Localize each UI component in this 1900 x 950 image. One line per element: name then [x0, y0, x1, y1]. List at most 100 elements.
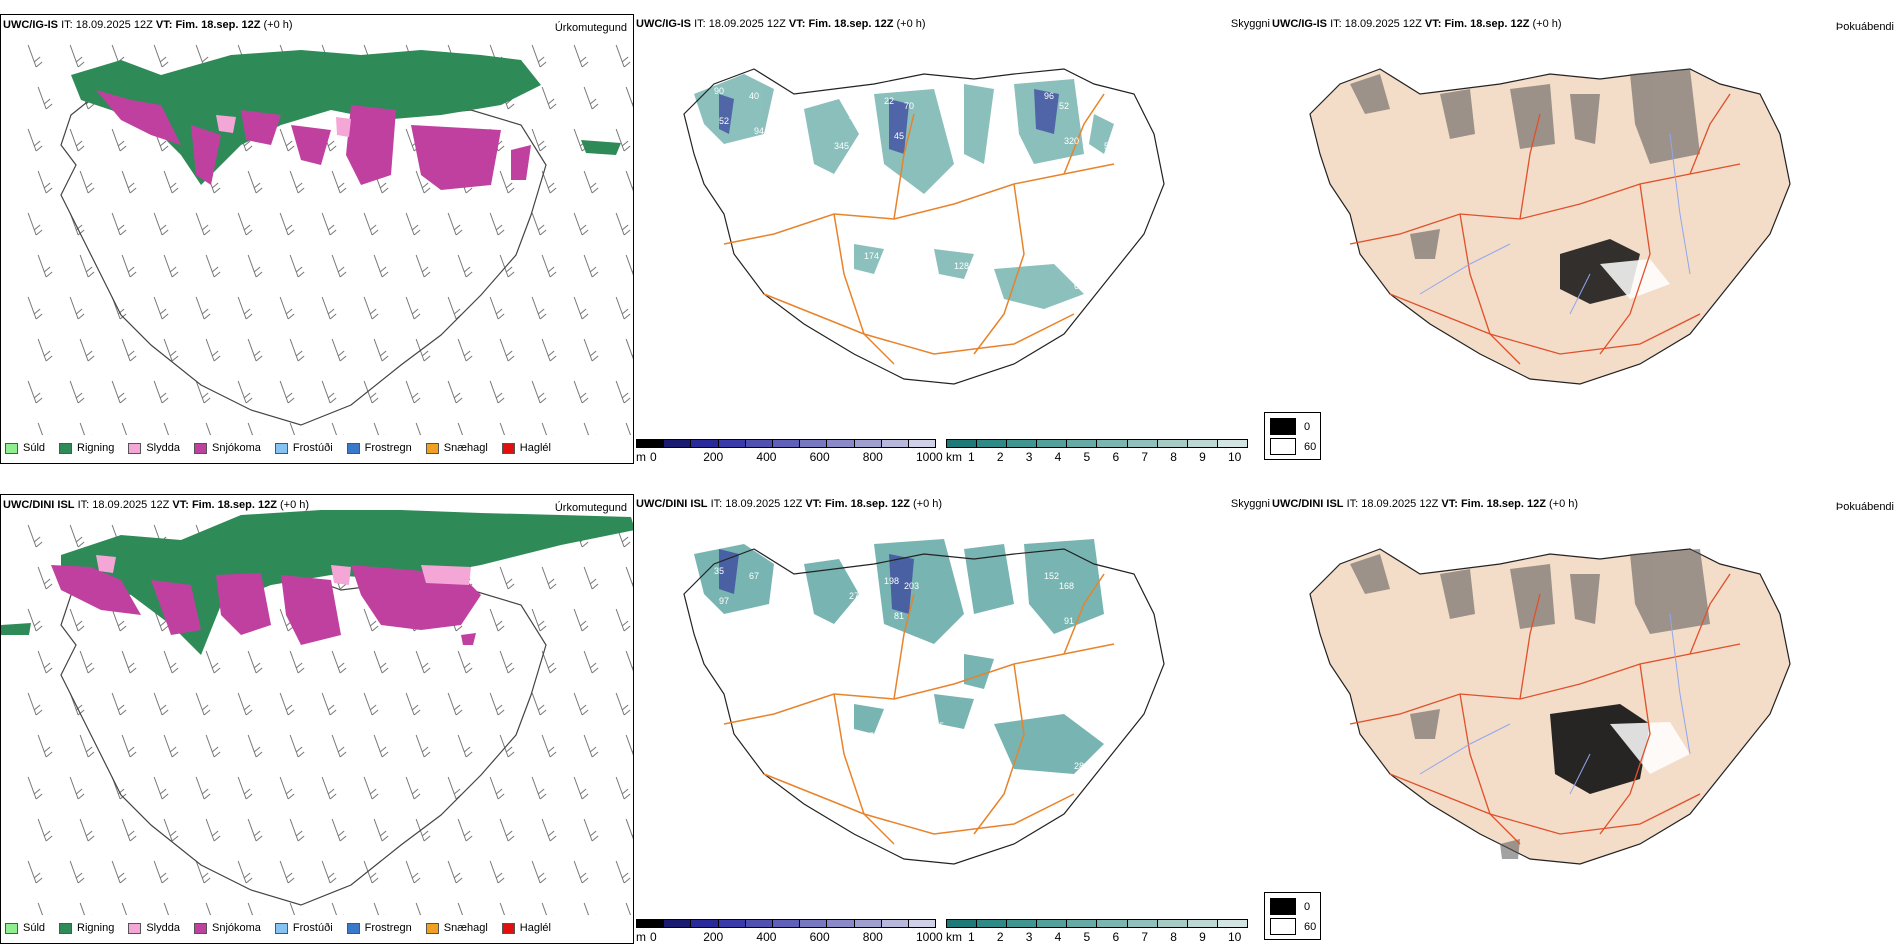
precip-type-panel-top: UWC/IG-IS IT: 18.09.2025 12Z VT: Fim. 18… [0, 14, 634, 464]
legend-item: Rigning [59, 442, 114, 454]
colorbar-segment [1187, 920, 1218, 927]
panel-header: UWC/DINI ISL IT: 18.09.2025 12Z VT: Fim.… [636, 498, 943, 510]
wind-barb [531, 296, 547, 320]
panel-header: UWC/DINI ISL IT: 18.09.2025 12Z VT: Fim.… [3, 499, 310, 511]
fog-core [1560, 239, 1640, 304]
wind-barb [373, 650, 389, 674]
colorbar-segment [947, 920, 978, 927]
rain-area [71, 50, 621, 185]
visibility-label: 174 [864, 251, 879, 261]
fog-panel-top: UWC/IG-IS IT: 18.09.2025 12Z VT: Fim. 18… [1270, 14, 1900, 464]
colorbar-segment [1127, 920, 1158, 927]
wind-barb [415, 650, 431, 674]
legend-swatch [5, 922, 18, 934]
wind-barb [289, 422, 303, 435]
wind-barb [289, 818, 305, 842]
fog-panel-bottom: UWC/DINI ISL IT: 18.09.2025 12Z VT: Fim.… [1270, 494, 1900, 944]
colorbar-segment [800, 920, 828, 927]
wind-barb [447, 212, 463, 236]
colorbar-segment [908, 440, 936, 447]
legend-label: Haglél [519, 442, 551, 454]
colorbar-tick: 800 [862, 930, 883, 944]
visibility-colorbar: km 1 2 3 4 5 6 7 8 9 10 [946, 919, 1248, 944]
wind-barb [37, 86, 53, 110]
colorbar-segment [691, 440, 719, 447]
wind-barb [195, 860, 211, 884]
wind-barb [615, 380, 631, 404]
visibility-label: 52 [1059, 101, 1069, 111]
legend-label: Rigning [77, 442, 115, 454]
snow-area [96, 90, 531, 190]
wind-barb [289, 650, 305, 674]
legend-swatch [59, 442, 73, 454]
fog-map [1309, 548, 1791, 865]
visibility-panel-top: UWC/IG-IS IT: 18.09.2025 12Z VT: Fim. 18… [634, 14, 1270, 464]
visibility-label: 91 [1064, 616, 1074, 626]
wind-barb [415, 902, 429, 915]
colorbar-segment [881, 920, 909, 927]
wind-barb [331, 902, 345, 915]
wind-barb [405, 776, 421, 800]
colorbar-tick: 600 [809, 450, 830, 464]
wind-barb [27, 380, 43, 404]
wind-barb [615, 776, 631, 800]
legend-label: Rigning [77, 922, 115, 934]
wind-barb [237, 776, 253, 800]
wind-barb [415, 734, 431, 758]
wind-barb [163, 422, 177, 435]
wind-barb [153, 296, 169, 320]
legend-label: Súld [23, 922, 46, 934]
wind-barb [79, 818, 95, 842]
legend-item: Snæhagl [425, 442, 488, 454]
wind-barb [573, 380, 589, 404]
wind-barb [321, 296, 337, 320]
wind-barb [195, 380, 211, 404]
wind-barb [69, 524, 85, 548]
wind-barb [583, 734, 599, 758]
wind-barb [279, 128, 295, 152]
colorbar-segment [1217, 440, 1247, 447]
wind-barb [363, 212, 379, 236]
wind-barb [37, 254, 53, 278]
wind-barb [289, 734, 305, 758]
colorbar-segment [1037, 440, 1068, 447]
wind-barb [69, 44, 85, 68]
wind-barb [573, 296, 589, 320]
wind-barb [499, 734, 515, 758]
legend-label: Snæhagl [443, 442, 488, 454]
wind-barb [331, 254, 347, 278]
legend-label: Snjókoma [211, 442, 261, 454]
wind-barb [625, 254, 633, 276]
visibility-label: 203 [904, 581, 919, 591]
wind-barb [111, 860, 127, 884]
legend-item: Slydda [128, 922, 180, 934]
panel-header: UWC/DINI ISL IT: 18.09.2025 12Z VT: Fim.… [1272, 498, 1579, 510]
wind-barb [79, 422, 93, 435]
legend-item: Frostúði [274, 442, 333, 454]
colorbar-tick: 5 [1083, 930, 1091, 944]
wind-barb [153, 776, 169, 800]
wind-barb [615, 692, 631, 716]
visibility-label: 97 [719, 596, 729, 606]
fog-shading [1350, 69, 1700, 259]
wind-barb [205, 338, 221, 362]
wind-barb [79, 254, 95, 278]
wind-barb [331, 818, 347, 842]
road-network [1349, 573, 1741, 845]
colorbar-tick: 3 [1025, 450, 1033, 464]
model-name: UWC/IG-IS [1272, 18, 1327, 30]
wind-barb [37, 734, 53, 758]
colorbar-tick: 9 [1199, 450, 1206, 464]
wind-barb [457, 902, 471, 915]
wind-barb [499, 254, 515, 278]
colorbar-tick: 3 [1025, 930, 1033, 944]
wind-barb [321, 380, 337, 404]
wind-barb [363, 692, 379, 716]
colorbar-tick: 6 [1112, 930, 1120, 944]
colorbar-segment [1157, 440, 1188, 447]
wind-barb [163, 734, 179, 758]
wind-barb [363, 608, 379, 632]
wind-barb [289, 170, 305, 194]
field-name: Skyggni [1230, 498, 1270, 510]
wind-barb [289, 338, 305, 362]
